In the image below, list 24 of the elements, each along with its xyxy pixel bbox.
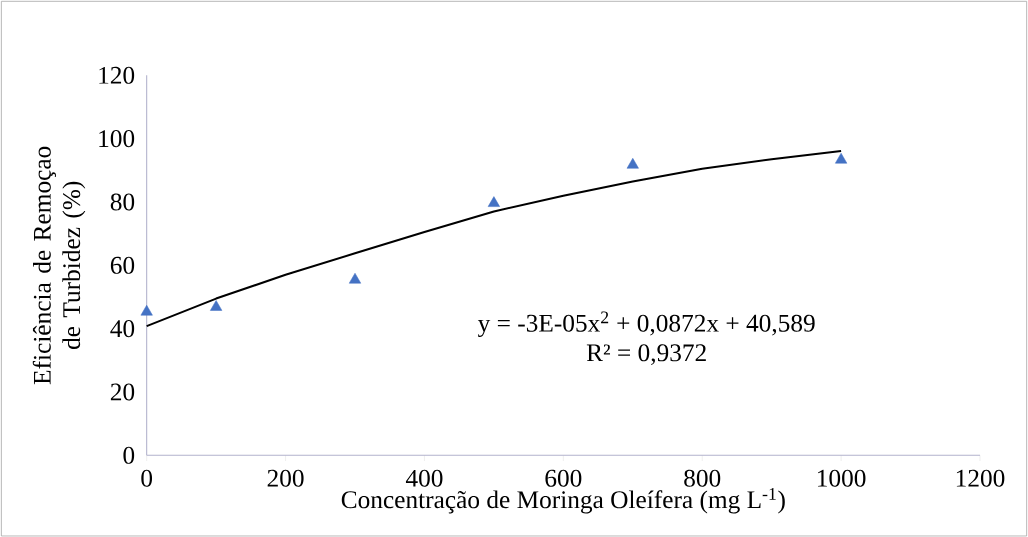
point xyxy=(626,157,639,169)
x-tick-label: 400 xyxy=(405,469,443,487)
x-tick-label: 600 xyxy=(545,469,582,487)
point xyxy=(835,152,848,164)
annotation: y = -3E-05x$^{2}$ + 0,0872x + 40,589 xyxy=(477,311,815,337)
y-tick-label: 100 xyxy=(99,129,135,148)
point xyxy=(348,272,362,284)
x-tick-label: 1200 xyxy=(956,469,1005,487)
x-tick-label: 0 xyxy=(141,469,153,487)
point xyxy=(140,304,153,316)
x-tick-label: 200 xyxy=(267,469,304,487)
y-tick-label: 60 xyxy=(110,256,135,274)
y-tick-label: 80 xyxy=(110,193,135,211)
y-tick-label: 20 xyxy=(110,383,135,401)
point xyxy=(487,196,500,207)
y-axis-title: Eficiência de Remoçao de Turbidez (%) xyxy=(32,146,86,384)
point xyxy=(210,300,223,311)
y-tick-label: 0 xyxy=(123,446,135,464)
x-tick-label: 800 xyxy=(684,469,721,487)
y-tick-label: 120 xyxy=(99,66,135,84)
y-tick-label: 40 xyxy=(110,319,135,338)
x-axis-title: Concentração de Moringa Oleífera (mg L$^{-1}$) xyxy=(341,487,785,514)
x-tick-label: 1000 xyxy=(817,469,866,487)
annotation: R² = 0,9372 xyxy=(586,344,706,365)
